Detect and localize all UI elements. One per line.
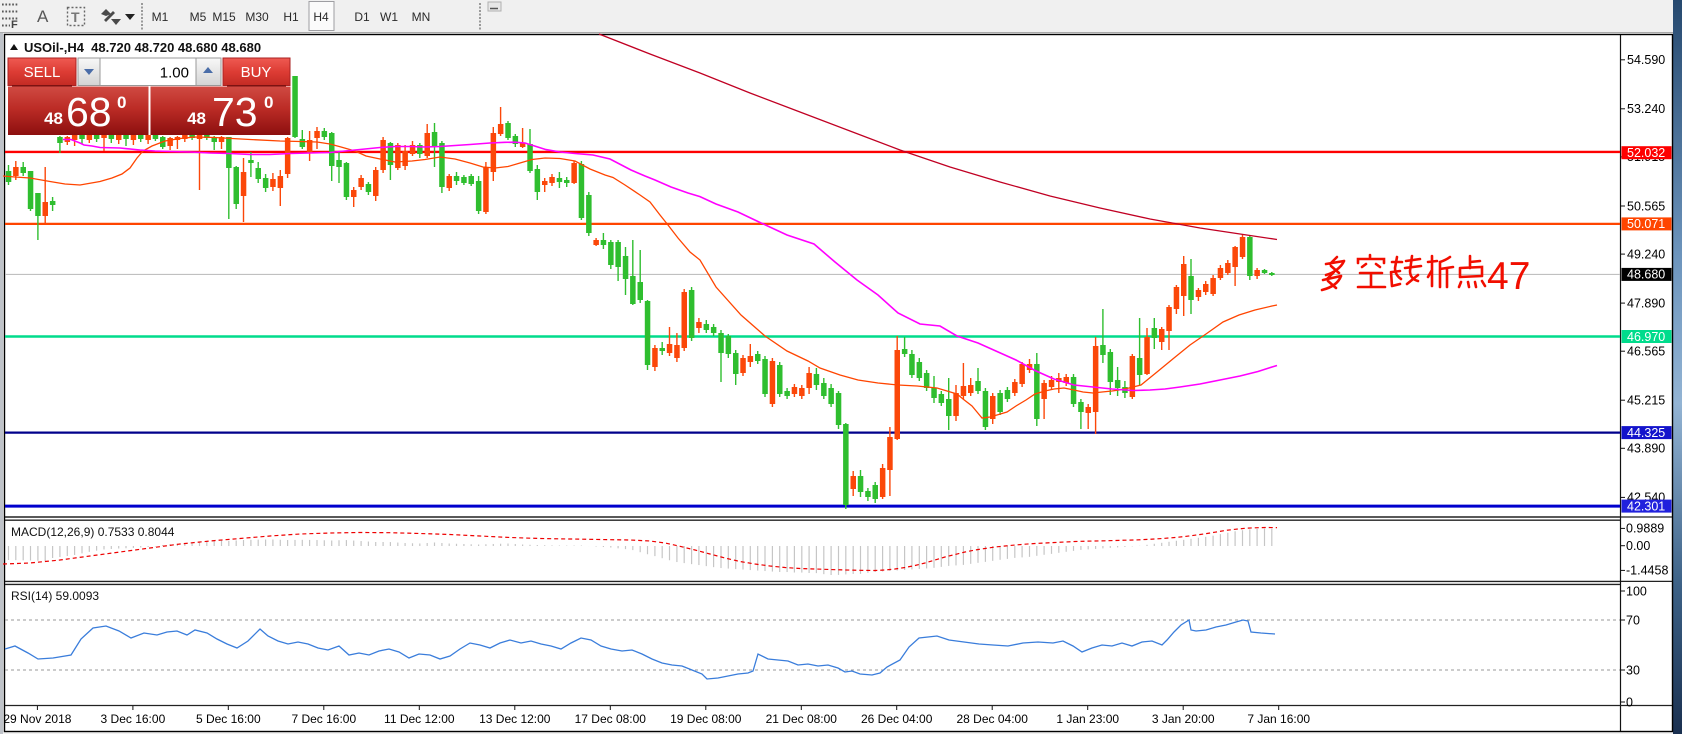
svg-text:100: 100: [1626, 584, 1647, 598]
svg-text:H1: H1: [283, 10, 299, 24]
svg-text:M1: M1: [152, 10, 169, 24]
svg-text:RSI(14) 59.0093: RSI(14) 59.0093: [11, 589, 99, 603]
svg-text:45.215: 45.215: [1627, 394, 1665, 408]
svg-text:0: 0: [117, 93, 126, 112]
svg-text:43.890: 43.890: [1627, 442, 1665, 456]
svg-text:F: F: [11, 19, 18, 31]
svg-text:1 Jan 23:00: 1 Jan 23:00: [1056, 712, 1119, 726]
svg-text:3 Jan 20:00: 3 Jan 20:00: [1152, 712, 1215, 726]
svg-text:70: 70: [1626, 613, 1640, 627]
svg-text:W1: W1: [380, 10, 398, 24]
svg-text:44.325: 44.325: [1627, 426, 1665, 440]
svg-text:54.590: 54.590: [1627, 53, 1665, 67]
svg-text:-1.4458: -1.4458: [1626, 564, 1668, 578]
svg-text:52.032: 52.032: [1627, 146, 1665, 160]
svg-text:26 Dec 04:00: 26 Dec 04:00: [861, 712, 933, 726]
svg-text:21 Dec 08:00: 21 Dec 08:00: [766, 712, 838, 726]
svg-text:49.240: 49.240: [1627, 247, 1665, 261]
svg-text:0.00: 0.00: [1626, 539, 1650, 553]
svg-text:68: 68: [66, 89, 112, 135]
svg-text:SELL: SELL: [24, 64, 61, 81]
svg-text:MACD(12,26,9) 0.7533 0.8044: MACD(12,26,9) 0.7533 0.8044: [11, 525, 175, 539]
svg-text:1.00: 1.00: [160, 65, 189, 82]
svg-text:0.9889: 0.9889: [1626, 522, 1664, 536]
svg-text:19 Dec 08:00: 19 Dec 08:00: [670, 712, 742, 726]
svg-text:MN: MN: [412, 10, 431, 24]
svg-text:48: 48: [44, 109, 63, 128]
svg-text:30: 30: [1626, 663, 1640, 677]
svg-text:50.565: 50.565: [1627, 199, 1665, 213]
svg-text:46.970: 46.970: [1627, 330, 1665, 344]
svg-text:28 Dec 04:00: 28 Dec 04:00: [957, 712, 1029, 726]
svg-text:7 Dec 16:00: 7 Dec 16:00: [291, 712, 356, 726]
svg-text:T: T: [71, 9, 80, 25]
svg-text:42.301: 42.301: [1627, 499, 1665, 513]
svg-text:17 Dec 08:00: 17 Dec 08:00: [575, 712, 647, 726]
svg-text:13 Dec 12:00: 13 Dec 12:00: [479, 712, 551, 726]
svg-text:53.240: 53.240: [1627, 102, 1665, 116]
svg-text:BUY: BUY: [241, 64, 272, 81]
svg-text:46.565: 46.565: [1627, 345, 1665, 359]
svg-text:73: 73: [212, 89, 258, 135]
svg-text:USOil-,H4 48.720 48.720 48.68: USOil-,H4 48.720 48.720 48.680 48.680: [24, 40, 261, 55]
svg-text:3 Dec 16:00: 3 Dec 16:00: [101, 712, 166, 726]
svg-text:M30: M30: [245, 10, 269, 24]
svg-text:D1: D1: [354, 10, 370, 24]
svg-text:48: 48: [187, 109, 206, 128]
svg-text:50.071: 50.071: [1627, 217, 1665, 231]
svg-text:11 Dec 12:00: 11 Dec 12:00: [384, 712, 455, 726]
svg-text:29 Nov 2018: 29 Nov 2018: [3, 712, 71, 726]
svg-text:47: 47: [1487, 255, 1530, 298]
svg-text:5 Dec 16:00: 5 Dec 16:00: [196, 712, 261, 726]
svg-text:A: A: [37, 7, 49, 26]
svg-text:0: 0: [264, 93, 273, 112]
svg-text:48.680: 48.680: [1627, 268, 1665, 282]
svg-text:7 Jan 16:00: 7 Jan 16:00: [1247, 712, 1310, 726]
svg-text:M5: M5: [190, 10, 207, 24]
svg-text:M15: M15: [212, 10, 236, 24]
svg-text:0: 0: [1626, 695, 1633, 709]
svg-text:H4: H4: [313, 10, 329, 24]
svg-text:47.890: 47.890: [1627, 296, 1665, 310]
